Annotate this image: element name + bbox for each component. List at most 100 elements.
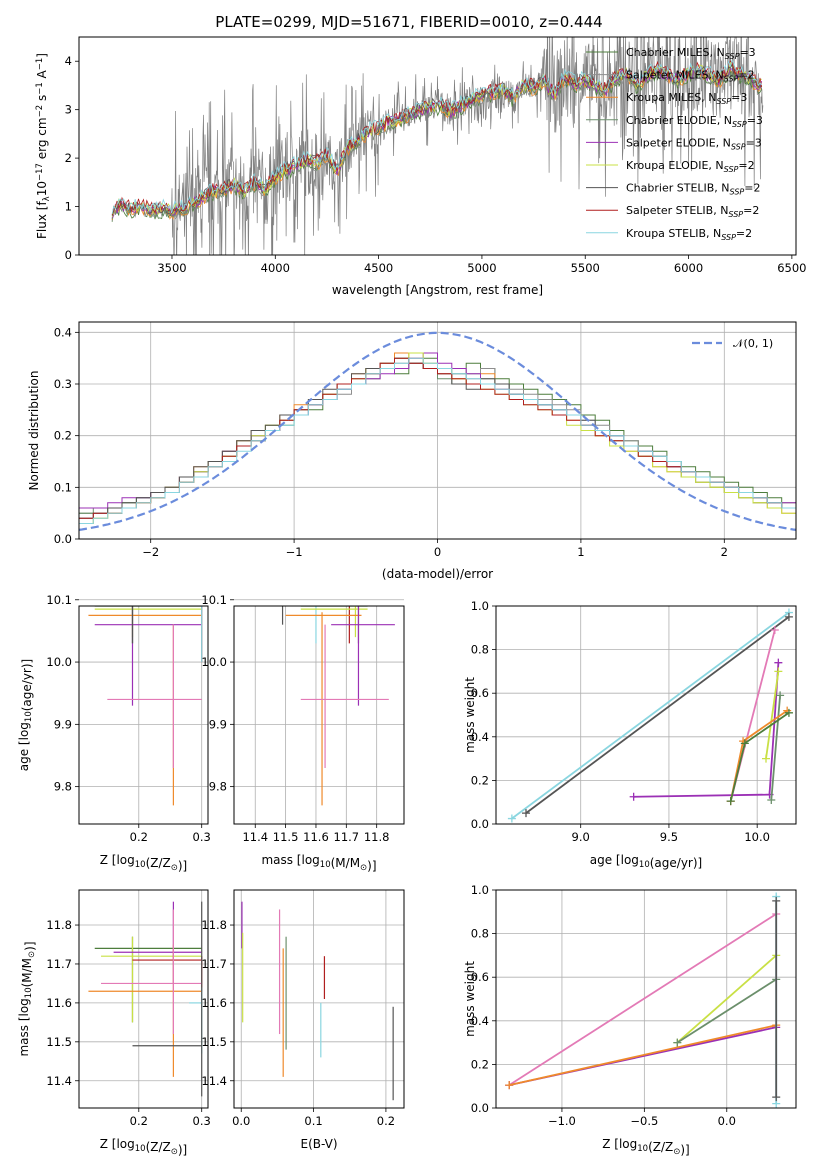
model-line [111,63,763,217]
x-tick-label: 10.0 [744,830,770,844]
y-tick-label: 4 [65,54,72,68]
x-tick-label: 5000 [467,261,496,275]
y-tick-label: 10.1 [201,593,227,607]
y-tick-label: 0.1 [54,480,72,494]
y-tick-label: 0.0 [54,532,72,546]
y-tick-label: 11.7 [46,957,72,971]
x-axis-label: (data-model)/error [382,567,493,581]
chart-2: −2 −1 0 1 2 0.0 0.1 0.2 0.3 0.4 [54,321,797,559]
x-tick-label: −1 [286,545,303,559]
y-tick-label: 10.1 [46,593,72,607]
y-tick-label: 11.8 [201,918,227,932]
x-tick-label: 11.5 [273,830,299,844]
y-tick-label: 1 [65,200,72,214]
x-tick-label: 6000 [674,261,703,275]
x-axis-label: Z [log10(Z/Z⊙)] [100,853,188,873]
legend-label: Salpeter STELIB, NSSP=2 [626,204,759,219]
y-tick-label: 11.8 [46,918,72,932]
weight-marker [507,814,516,823]
x-tick-label: 4000 [261,261,290,275]
x-tick-label: 11.8 [364,830,390,844]
weight-marker [784,708,793,717]
x-tick-label: 11.4 [242,830,268,844]
x-axis-label: mass [log10(M/M⊙)] [261,853,376,873]
y-tick-label: 9.8 [54,780,72,794]
plot-area [88,606,203,806]
axes-frame [495,889,797,1109]
y-tick-label: 11.4 [201,1074,227,1088]
weight-marker [673,1038,682,1047]
x-tick-label: 9.5 [660,830,678,844]
model-line [111,60,763,216]
x-tick-label: 0.2 [377,1114,395,1128]
legend-label: 𝒩(0, 1) [733,337,773,350]
y-tick-label: 11.6 [201,996,227,1010]
y-axis-label: mass weight [463,677,477,753]
y-tick-label: 11.7 [201,957,227,971]
y-tick-label: 0.4 [54,325,72,339]
y-tick-label: 3 [65,103,72,117]
y-axis-label: Normed distribution [27,371,41,491]
y-tick-label: 0.2 [54,429,72,443]
y-tick-label: 0.0 [471,1101,489,1115]
chart-1: 3500 4000 4500 5000 5500 6000 6500 0 1 2 3 4 [65,36,807,275]
legend-label: Chabrier ELODIE, NSSP=3 [626,114,763,129]
legend-label: Kroupa MILES, NSSP=3 [626,91,747,106]
y-tick-label: 1.0 [471,883,489,897]
plot-area [505,892,781,1108]
x-tick-label: 0.3 [193,830,211,844]
legend-label: Kroupa ELODIE, NSSP=2 [626,159,755,174]
y-tick-label: 9.9 [54,717,72,731]
x-tick-label: 5500 [571,261,600,275]
weight-line [676,978,777,1044]
x-axis-label: Z [log10(Z/Z⊙)] [602,1137,690,1157]
x-tick-label: 0.2 [130,830,148,844]
histogram-series [79,357,796,524]
y-tick-label: 10.0 [201,655,227,669]
y-tick-label: 0.8 [471,643,489,657]
weight-marker [726,797,735,806]
normal-curve [79,331,796,531]
x-tick-label: 0.0 [718,1114,736,1128]
y-tick-label: 11.4 [46,1074,72,1088]
y-tick-label: 2 [65,151,72,165]
x-tick-label: 0.3 [193,1114,211,1128]
y-tick-label: 0.3 [54,377,72,391]
x-tick-label: 6500 [777,261,806,275]
x-tick-label: −2 [142,545,159,559]
y-tick-label: 1.0 [471,599,489,613]
y-tick-label: 11.5 [46,1035,72,1049]
y-tick-label: 0.2 [471,773,489,787]
axes-frame [78,889,209,1109]
plot-area [241,901,394,1101]
y-tick-label: 0.8 [471,927,489,941]
chart-4: 11.4 11.5 11.6 11.7 11.8 9.8 9.9 10.0 10.1 [201,593,405,844]
weight-marker [740,739,749,748]
x-tick-label: −0.5 [630,1114,658,1128]
y-tick-label: 0.6 [471,686,489,700]
weight-line [770,695,781,801]
axes-frame [78,321,797,540]
model-line [111,59,763,215]
weight-marker [505,1081,514,1090]
x-tick-label: 11.7 [334,830,360,844]
y-tick-label: 9.8 [209,780,227,794]
x-tick-label: 0.0 [232,1114,250,1128]
x-axis-label: wavelength [Angstrom, rest frame] [332,283,543,297]
y-tick-label: 0.0 [471,817,489,831]
chart-3: 0.2 0.3 9.8 9.9 10.0 10.1 [46,593,211,844]
chart-6: 0.2 0.3 11.4 11.5 11.6 11.7 11.8 [46,889,211,1128]
y-tick-label: 0 [65,248,72,262]
data-spectrum [111,37,764,255]
axes-frame [233,889,405,1109]
x-tick-label: 3500 [157,261,186,275]
y-tick-label: 9.9 [209,717,227,731]
weight-line [508,913,777,1086]
chart-title: PLATE=0299, MJD=51671, FIBERID=0010, z=0… [215,13,602,31]
axes-frame [495,605,797,825]
y-axis-label: age [log10(age/yr)] [17,659,34,771]
weight-marker [784,612,793,621]
axes-frame [233,605,405,825]
weight-line [729,709,788,802]
